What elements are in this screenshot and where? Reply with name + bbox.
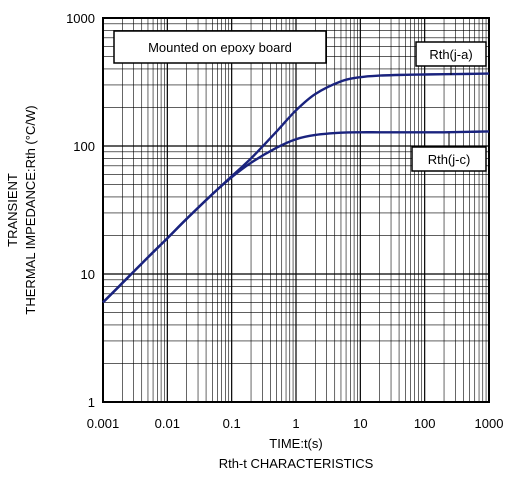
legend-rth-jc: Rth(j-c) (411, 133, 487, 172)
y-axis-title-line1: TRANSIENT (5, 173, 20, 247)
y-tick-labels: 1 10 100 1000 (66, 11, 95, 410)
x-tick-label: 0.01 (155, 416, 180, 431)
legend-rth-ja-label: Rth(j-a) (429, 47, 472, 62)
x-tick-label: 1 (292, 416, 299, 431)
x-tick-label: 0.001 (87, 416, 120, 431)
legend-rth-jc-label: Rth(j-c) (428, 152, 471, 167)
plot-frame (102, 17, 490, 403)
x-tick-label: 0.1 (223, 416, 241, 431)
y-tick-label: 1 (88, 395, 95, 410)
condition-note-frame (113, 30, 327, 64)
series-layer (102, 72, 490, 304)
condition-note: Mounted on epoxy board (148, 40, 292, 55)
legend-rth-ja-frame (415, 41, 487, 67)
x-tick-labels: 0.001 0.01 0.1 1 10 100 1000 (87, 416, 504, 431)
legend-rth-jc-frame (411, 146, 487, 172)
x-tick-label: 10 (353, 416, 367, 431)
grid (103, 18, 489, 402)
x-tick-label: 100 (414, 416, 436, 431)
condition-note-box: Mounted on epoxy board (113, 30, 327, 64)
y-tick-label: 10 (81, 267, 95, 282)
series-rth-jc-line (102, 130, 490, 304)
y-axis-title-line2: THERMAL IMPEDANCE:Rth (°C/W) (23, 105, 38, 314)
x-axis-title: TIME:t(s) (269, 436, 322, 451)
legend-rth-ja: Rth(j-a) (415, 41, 487, 75)
y-tick-label: 1000 (66, 11, 95, 26)
x-tick-label: 1000 (475, 416, 504, 431)
chart-caption: Rth-t CHARACTERISTICS (219, 456, 374, 471)
y-tick-label: 100 (73, 139, 95, 154)
